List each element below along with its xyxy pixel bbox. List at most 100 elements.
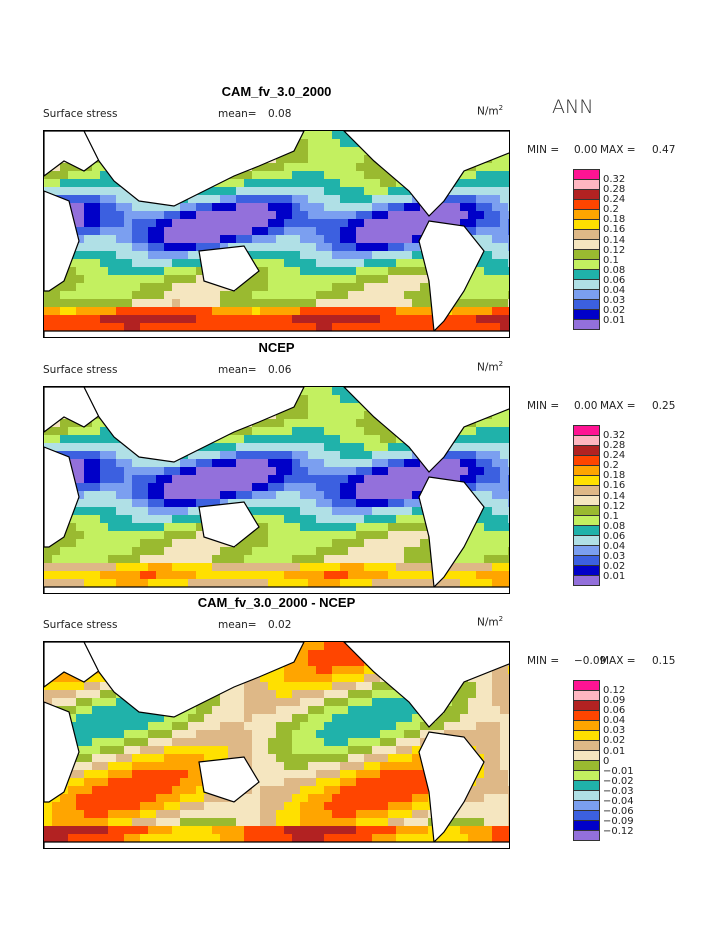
field-cell bbox=[188, 539, 196, 547]
colorbar-label: 0.09 bbox=[603, 695, 626, 707]
field-cell bbox=[332, 195, 340, 203]
field-cell bbox=[380, 547, 388, 555]
field-cell bbox=[276, 507, 284, 515]
field-cell bbox=[172, 275, 180, 283]
field-cell bbox=[132, 746, 140, 754]
field-cell bbox=[76, 179, 84, 187]
field-cell bbox=[420, 730, 428, 738]
field-cell bbox=[404, 722, 412, 730]
field-cell bbox=[172, 203, 180, 211]
field-cell bbox=[116, 259, 124, 267]
field-cell bbox=[364, 555, 372, 563]
field-cell bbox=[52, 834, 60, 842]
field-cell bbox=[444, 706, 452, 714]
field-cell bbox=[316, 315, 324, 323]
colorbar-label: 0.01 bbox=[603, 571, 626, 583]
field-cell bbox=[268, 834, 276, 842]
field-cell bbox=[180, 523, 188, 531]
field-cell bbox=[324, 387, 332, 395]
field-cell bbox=[252, 818, 260, 826]
field-cell bbox=[492, 826, 500, 834]
field-cell bbox=[500, 219, 508, 227]
field-cell bbox=[284, 427, 292, 435]
field-cell bbox=[316, 555, 324, 563]
field-cell bbox=[204, 722, 212, 730]
field-cell bbox=[340, 131, 348, 139]
field-cell bbox=[332, 802, 340, 810]
field-cell bbox=[404, 762, 412, 770]
field-cell bbox=[404, 834, 412, 842]
field-cell bbox=[492, 203, 500, 211]
field-cell bbox=[292, 810, 300, 818]
field-cell bbox=[404, 499, 412, 507]
field-cell bbox=[364, 187, 372, 195]
field-cell bbox=[308, 778, 316, 786]
field-cell bbox=[188, 459, 196, 467]
field-cell bbox=[340, 491, 348, 499]
field-cell bbox=[324, 163, 332, 171]
field-cell bbox=[476, 531, 484, 539]
field-cell bbox=[380, 467, 388, 475]
field-cell bbox=[124, 507, 132, 515]
field-cell bbox=[84, 531, 92, 539]
field-cell bbox=[500, 547, 508, 555]
field-cell bbox=[180, 483, 188, 491]
max-value: 0.47 bbox=[652, 144, 676, 156]
field-cell bbox=[500, 483, 508, 491]
field-cell bbox=[324, 427, 332, 435]
field-cell bbox=[244, 698, 252, 706]
field-cell bbox=[476, 259, 484, 267]
field-cell bbox=[484, 467, 492, 475]
field-cell bbox=[284, 235, 292, 243]
field-cell bbox=[300, 810, 308, 818]
field-cell bbox=[300, 571, 308, 579]
field-cell bbox=[412, 259, 420, 267]
field-cell bbox=[76, 283, 84, 291]
field-cell bbox=[484, 499, 492, 507]
field-cell bbox=[148, 746, 156, 754]
field-cell bbox=[252, 786, 260, 794]
field-cell bbox=[244, 435, 252, 443]
field-cell bbox=[324, 179, 332, 187]
field-cell bbox=[324, 714, 332, 722]
field-cell bbox=[396, 451, 404, 459]
field-cell bbox=[252, 283, 260, 291]
field-cell bbox=[148, 555, 156, 563]
field-cell bbox=[364, 419, 372, 427]
field-cell bbox=[132, 818, 140, 826]
field-cell bbox=[292, 698, 300, 706]
field-cell bbox=[356, 770, 364, 778]
field-cell bbox=[492, 499, 500, 507]
field-cell bbox=[252, 499, 260, 507]
field-cell bbox=[484, 674, 492, 682]
field-cell bbox=[316, 778, 324, 786]
field-cell bbox=[468, 714, 476, 722]
field-cell bbox=[380, 778, 388, 786]
field-cell bbox=[300, 211, 308, 219]
field-cell bbox=[180, 275, 188, 283]
field-cell bbox=[340, 387, 348, 395]
field-cell bbox=[164, 834, 172, 842]
field-cell bbox=[340, 539, 348, 547]
field-cell bbox=[300, 387, 308, 395]
field-cell bbox=[508, 507, 509, 515]
field-cell bbox=[148, 547, 156, 555]
field-cell bbox=[196, 826, 204, 834]
field-cell bbox=[76, 499, 84, 507]
field-cell bbox=[276, 690, 284, 698]
variable-label: Surface stress bbox=[43, 108, 118, 120]
field-cell bbox=[500, 179, 508, 187]
field-cell bbox=[284, 155, 292, 163]
field-cell bbox=[76, 730, 84, 738]
field-cell bbox=[508, 754, 509, 762]
field-cell bbox=[140, 491, 148, 499]
field-cell bbox=[476, 283, 484, 291]
field-cell bbox=[452, 834, 460, 842]
field-cell bbox=[300, 435, 308, 443]
field-cell bbox=[300, 155, 308, 163]
field-cell bbox=[492, 770, 500, 778]
field-cell bbox=[364, 706, 372, 714]
field-cell bbox=[92, 579, 100, 587]
field-cell bbox=[348, 443, 356, 451]
field-cell bbox=[164, 730, 172, 738]
